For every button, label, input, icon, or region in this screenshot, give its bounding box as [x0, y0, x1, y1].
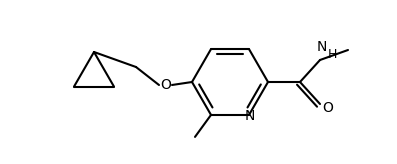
Text: H: H: [327, 48, 337, 61]
Text: O: O: [322, 101, 333, 115]
Text: N: N: [317, 40, 327, 54]
Text: N: N: [245, 109, 255, 123]
Text: O: O: [160, 78, 172, 92]
